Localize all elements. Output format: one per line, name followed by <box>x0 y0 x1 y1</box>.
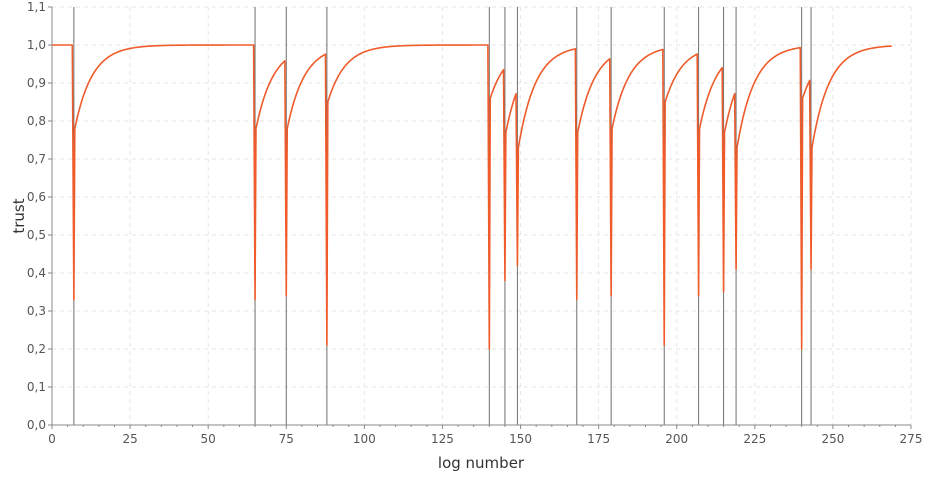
y-tick-label: 0,0 <box>27 418 46 432</box>
x-tick-label: 50 <box>201 432 216 446</box>
x-tick-label: 25 <box>122 432 137 446</box>
axes <box>48 6 912 429</box>
x-tick-label: 175 <box>587 432 610 446</box>
series-line <box>52 44 892 350</box>
grid-lines <box>51 6 912 426</box>
y-tick-label: 0,1 <box>27 380 46 394</box>
y-tick-label: 0,5 <box>27 228 46 242</box>
y-tick-label: 1,0 <box>27 38 46 52</box>
tick-labels: 0,0 0,1 0,2 0,3 0,4 0,5 0,6 0,7 0,8 0,9 1,0 1,1 0 25 5… <box>27 0 923 446</box>
y-tick-label: 0,3 <box>27 304 46 318</box>
x-axis-label: log number <box>438 454 525 472</box>
series-layer <box>52 44 892 350</box>
y-tick-label: 0,9 <box>27 76 46 90</box>
x-tick-label: 75 <box>279 432 294 446</box>
y-tick-label: 0,8 <box>27 114 46 128</box>
x-tick-label: 200 <box>665 432 688 446</box>
y-tick-label: 1,1 <box>27 0 46 14</box>
x-tick-label: 275 <box>900 432 923 446</box>
x-tick-label: 0 <box>48 432 56 446</box>
y-tick-label: 0,7 <box>27 152 46 166</box>
y-tick-label: 0,6 <box>27 190 46 204</box>
x-tick-label: 125 <box>431 432 454 446</box>
y-tick-label: 0,2 <box>27 342 46 356</box>
y-axis-label: trust <box>10 198 28 233</box>
x-tick-label: 250 <box>821 432 844 446</box>
x-tick-label: 225 <box>743 432 766 446</box>
y-tick-label: 0,4 <box>27 266 46 280</box>
x-tick-label: 100 <box>353 432 376 446</box>
x-tick-label: 150 <box>509 432 532 446</box>
